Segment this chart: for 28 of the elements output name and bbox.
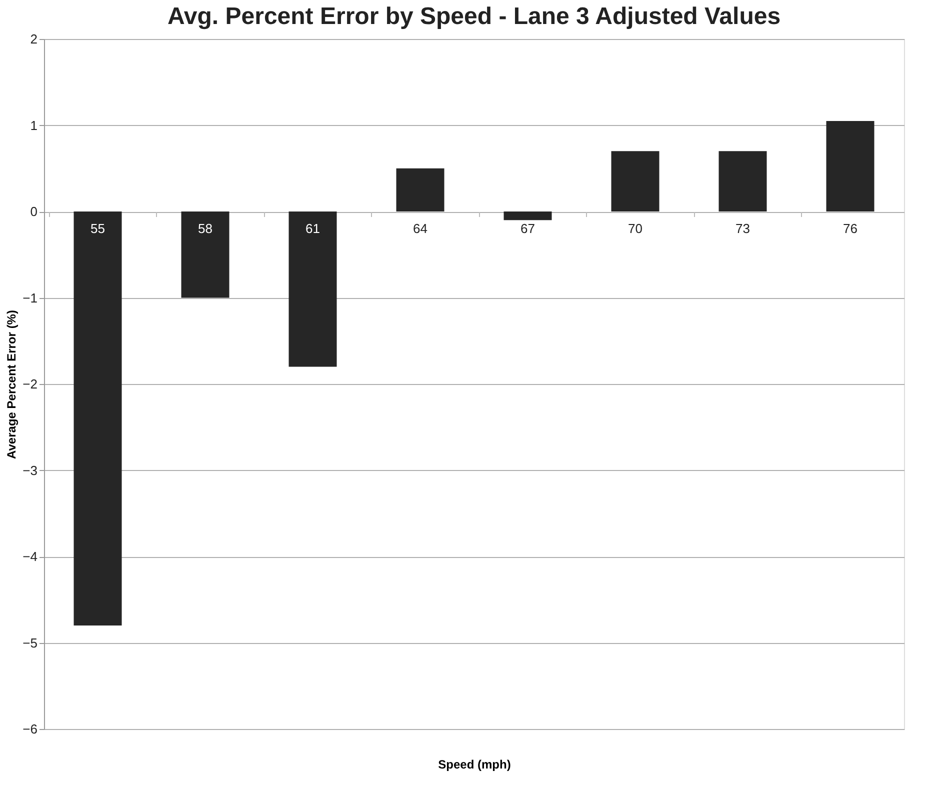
- bar: [288, 212, 337, 367]
- x-tick-label: 73: [736, 221, 750, 236]
- x-tick-label: 64: [413, 221, 428, 236]
- bar: [181, 212, 230, 298]
- x-tick-label: 55: [90, 221, 105, 236]
- bar: [826, 120, 874, 212]
- y-tick-label: −6: [22, 722, 38, 736]
- y-tick-label: −1: [22, 290, 38, 306]
- bar: [611, 151, 660, 212]
- chart-title: Avg. Percent Error by Speed - Lane 3 Adjusted Values: [167, 3, 781, 30]
- x-tick-label: 70: [628, 221, 642, 236]
- x-tick-label: 67: [520, 221, 535, 236]
- y-tick-label: 2: [30, 32, 38, 46]
- x-tick-label: 58: [198, 221, 212, 236]
- y-tick-label: −4: [22, 549, 38, 564]
- x-tick-label: 61: [306, 221, 320, 236]
- y-tick-label: −2: [22, 376, 38, 392]
- y-tick-label: 1: [30, 118, 38, 133]
- bar: [718, 151, 767, 212]
- y-tick-label: 0: [30, 204, 38, 219]
- y-tick-label: −3: [22, 462, 38, 478]
- x-axis-title: Speed (mph): [438, 758, 511, 772]
- bar: [74, 212, 122, 626]
- y-tick-label: −5: [22, 635, 38, 650]
- x-tick-label: 76: [843, 221, 858, 236]
- bar: [504, 212, 552, 220]
- bar: [396, 168, 444, 212]
- y-axis-title: Average Percent Error (%): [4, 310, 19, 459]
